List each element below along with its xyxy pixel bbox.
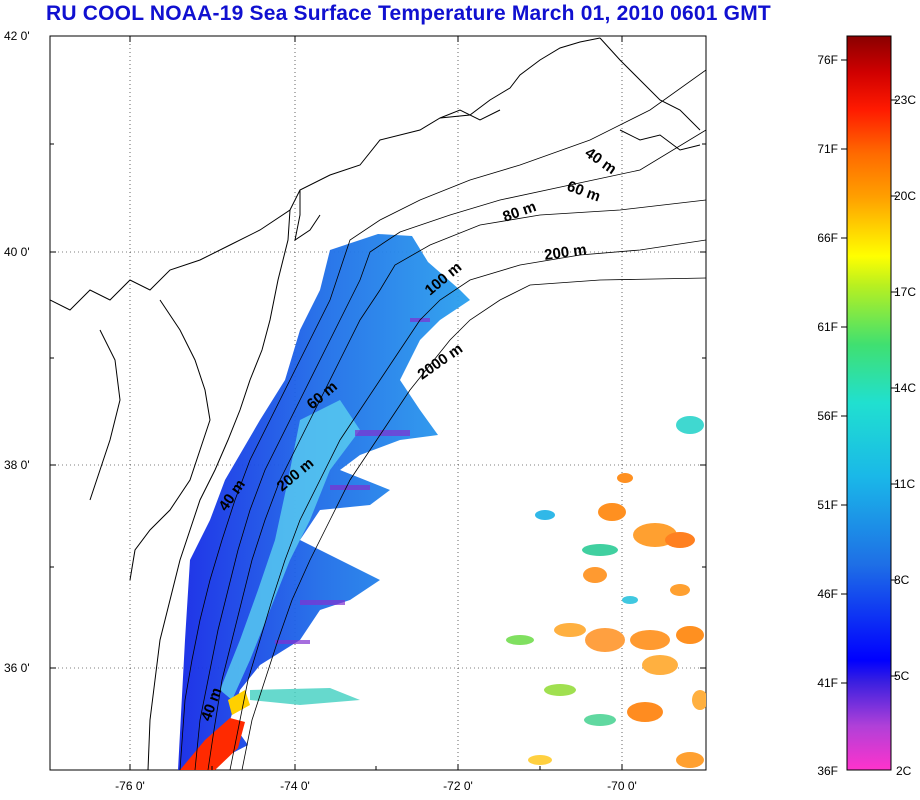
longitude-label: -74 0' (280, 779, 310, 793)
longitude-label: -70 0' (607, 779, 637, 793)
celsius-label: 23C (894, 93, 916, 107)
celsius-label: 20C (894, 189, 916, 203)
colorbar-fahrenheit-labels: 76F 71F 66F 61F 56F 51F 46F 41F 36F (817, 53, 838, 778)
fahrenheit-label: 51F (817, 498, 838, 512)
contour-label: 200 m (543, 241, 587, 264)
celsius-label: 5C (894, 669, 910, 683)
latitude-label: 40 0' (4, 245, 30, 259)
colorbar (846, 35, 892, 771)
fahrenheit-label: 76F (817, 53, 838, 67)
fahrenheit-label: 71F (817, 142, 838, 156)
latitude-labels: 42 0' 40 0' 38 0' 36 0' (4, 29, 30, 675)
bathymetry-contours (179, 69, 706, 770)
fahrenheit-label: 46F (817, 587, 838, 601)
colorbar-celsius-labels: 23C 20C 17C 14C 11C 8C 5C 2C (894, 93, 916, 778)
map-content: 40 m 60 m 80 m 200 m 100 m 2000 m 60 m 2… (50, 36, 706, 770)
celsius-label: 2C (896, 764, 912, 778)
coastline (50, 37, 701, 770)
fahrenheit-label: 36F (817, 764, 838, 778)
longitude-labels: -76 0' -74 0' -72 0' -70 0' (115, 779, 637, 793)
celsius-label: 14C (894, 381, 916, 395)
sst-cyan-patch (250, 688, 360, 705)
latitude-label: 36 0' (4, 661, 30, 675)
celsius-label: 8C (894, 573, 910, 587)
fahrenheit-label: 61F (817, 320, 838, 334)
celsius-label: 11C (894, 477, 915, 491)
map-title: RU COOL NOAA-19 Sea Surface Temperature … (46, 2, 771, 25)
fahrenheit-label: 66F (817, 231, 838, 245)
colorbar-ticks (841, 59, 897, 684)
celsius-label: 17C (894, 285, 916, 299)
fahrenheit-label: 56F (817, 409, 838, 423)
latitude-label: 38 0' (4, 458, 30, 472)
sst-offshore-fringe (220, 400, 360, 700)
longitude-label: -76 0' (115, 779, 145, 793)
sst-offshore-patches (506, 416, 706, 768)
axis-ticks (50, 35, 706, 770)
latitude-label: 42 0' (4, 29, 30, 43)
fahrenheit-label: 41F (817, 676, 838, 690)
longitude-label: -72 0' (443, 779, 473, 793)
